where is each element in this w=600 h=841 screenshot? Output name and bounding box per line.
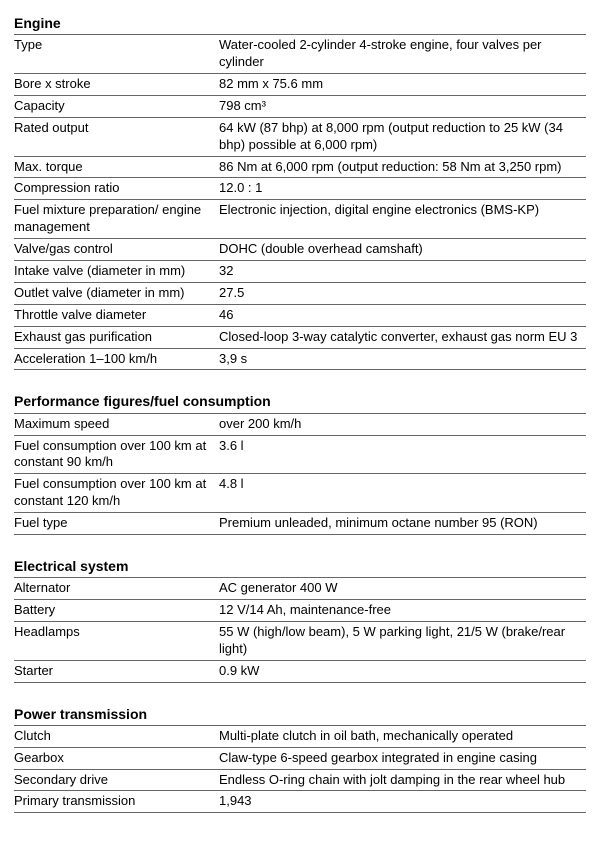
table-row: Starter0.9 kW <box>14 661 586 683</box>
spec-value: 0.9 kW <box>219 663 586 680</box>
spec-value: AC generator 400 W <box>219 580 586 597</box>
table-row: Fuel consumption over 100 km at constant… <box>14 474 586 513</box>
table-row: Acceleration 1–100 km/h3,9 s <box>14 349 586 371</box>
spec-label: Starter <box>14 663 219 680</box>
spec-label: Bore x stroke <box>14 76 219 93</box>
table-row: Bore x stroke82 mm x 75.6 mm <box>14 74 586 96</box>
spec-label: Secondary drive <box>14 772 219 789</box>
spec-value: Closed-loop 3-way catalytic converter, e… <box>219 329 586 346</box>
spec-label: Valve/gas control <box>14 241 219 258</box>
spec-label: Maximum speed <box>14 416 219 433</box>
section-performance: Performance figures/fuel consumption Max… <box>14 388 586 535</box>
section-electrical: Electrical system AlternatorAC generator… <box>14 553 586 683</box>
table-row: Headlamps55 W (high/low beam), 5 W parki… <box>14 622 586 661</box>
table-row: Max. torque86 Nm at 6,000 rpm (output re… <box>14 157 586 179</box>
table-row: Battery12 V/14 Ah, maintenance-free <box>14 600 586 622</box>
table-row: Capacity798 cm³ <box>14 96 586 118</box>
spec-label: Alternator <box>14 580 219 597</box>
table-row: Rated output64 kW (87 bhp) at 8,000 rpm … <box>14 118 586 157</box>
table-row: TypeWater-cooled 2-cylinder 4-stroke eng… <box>14 35 586 74</box>
section-title-transmission: Power transmission <box>14 701 586 726</box>
table-row: Fuel consumption over 100 km at constant… <box>14 436 586 475</box>
table-row: Throttle valve diameter46 <box>14 305 586 327</box>
spec-label: Outlet valve (diameter in mm) <box>14 285 219 302</box>
spec-label: Fuel consumption over 100 km at constant… <box>14 438 219 472</box>
spec-value: 46 <box>219 307 586 324</box>
spec-label: Exhaust gas purification <box>14 329 219 346</box>
spec-label: Headlamps <box>14 624 219 658</box>
spec-value: Endless O-ring chain with jolt damping i… <box>219 772 586 789</box>
spec-label: Rated output <box>14 120 219 154</box>
spec-label: Clutch <box>14 728 219 745</box>
table-row: Intake valve (diameter in mm)32 <box>14 261 586 283</box>
table-row: Fuel typePremium unleaded, minimum octan… <box>14 513 586 535</box>
spec-value: 798 cm³ <box>219 98 586 115</box>
section-transmission: Power transmission ClutchMulti-plate clu… <box>14 701 586 814</box>
table-row: GearboxClaw-type 6-speed gearbox integra… <box>14 748 586 770</box>
table-row: Secondary driveEndless O-ring chain with… <box>14 770 586 792</box>
spec-value: Claw-type 6-speed gearbox integrated in … <box>219 750 586 767</box>
spec-label: Capacity <box>14 98 219 115</box>
spec-label: Compression ratio <box>14 180 219 197</box>
spec-value: DOHC (double overhead camshaft) <box>219 241 586 258</box>
table-row: ClutchMulti-plate clutch in oil bath, me… <box>14 726 586 748</box>
spec-label: Throttle valve diameter <box>14 307 219 324</box>
spec-label: Gearbox <box>14 750 219 767</box>
spec-label: Fuel type <box>14 515 219 532</box>
section-engine: Engine TypeWater-cooled 2-cylinder 4-str… <box>14 10 586 370</box>
table-row: Compression ratio12.0 : 1 <box>14 178 586 200</box>
spec-value: 32 <box>219 263 586 280</box>
spec-label: Fuel consumption over 100 km at constant… <box>14 476 219 510</box>
section-title-engine: Engine <box>14 10 586 35</box>
spec-value: Multi-plate clutch in oil bath, mechanic… <box>219 728 586 745</box>
spec-label: Primary transmission <box>14 793 219 810</box>
spec-value: Premium unleaded, minimum octane number … <box>219 515 586 532</box>
section-title-performance: Performance figures/fuel consumption <box>14 388 586 413</box>
spec-label: Type <box>14 37 219 71</box>
spec-value: Electronic injection, digital engine ele… <box>219 202 586 236</box>
table-row: AlternatorAC generator 400 W <box>14 578 586 600</box>
spec-label: Intake valve (diameter in mm) <box>14 263 219 280</box>
spec-value: Water-cooled 2-cylinder 4-stroke engine,… <box>219 37 586 71</box>
spec-value: 55 W (high/low beam), 5 W parking light,… <box>219 624 586 658</box>
spec-value: 86 Nm at 6,000 rpm (output reduction: 58… <box>219 159 586 176</box>
spec-value: 82 mm x 75.6 mm <box>219 76 586 93</box>
table-row: Primary transmission1,943 <box>14 791 586 813</box>
spec-value: 27.5 <box>219 285 586 302</box>
spec-value: 12 V/14 Ah, maintenance-free <box>219 602 586 619</box>
spec-value: 3.6 l <box>219 438 586 472</box>
spec-label: Max. torque <box>14 159 219 176</box>
table-row: Exhaust gas purificationClosed-loop 3-wa… <box>14 327 586 349</box>
spec-value: 4.8 l <box>219 476 586 510</box>
table-row: Maximum speedover 200 km/h <box>14 414 586 436</box>
spec-value: 64 kW (87 bhp) at 8,000 rpm (output redu… <box>219 120 586 154</box>
spec-value: over 200 km/h <box>219 416 586 433</box>
section-title-electrical: Electrical system <box>14 553 586 578</box>
table-row: Fuel mixture preparation/ engine managem… <box>14 200 586 239</box>
spec-value: 3,9 s <box>219 351 586 368</box>
spec-label: Battery <box>14 602 219 619</box>
spec-label: Acceleration 1–100 km/h <box>14 351 219 368</box>
table-row: Valve/gas controlDOHC (double overhead c… <box>14 239 586 261</box>
spec-value: 12.0 : 1 <box>219 180 586 197</box>
table-row: Outlet valve (diameter in mm)27.5 <box>14 283 586 305</box>
spec-value: 1,943 <box>219 793 586 810</box>
spec-label: Fuel mixture preparation/ engine managem… <box>14 202 219 236</box>
